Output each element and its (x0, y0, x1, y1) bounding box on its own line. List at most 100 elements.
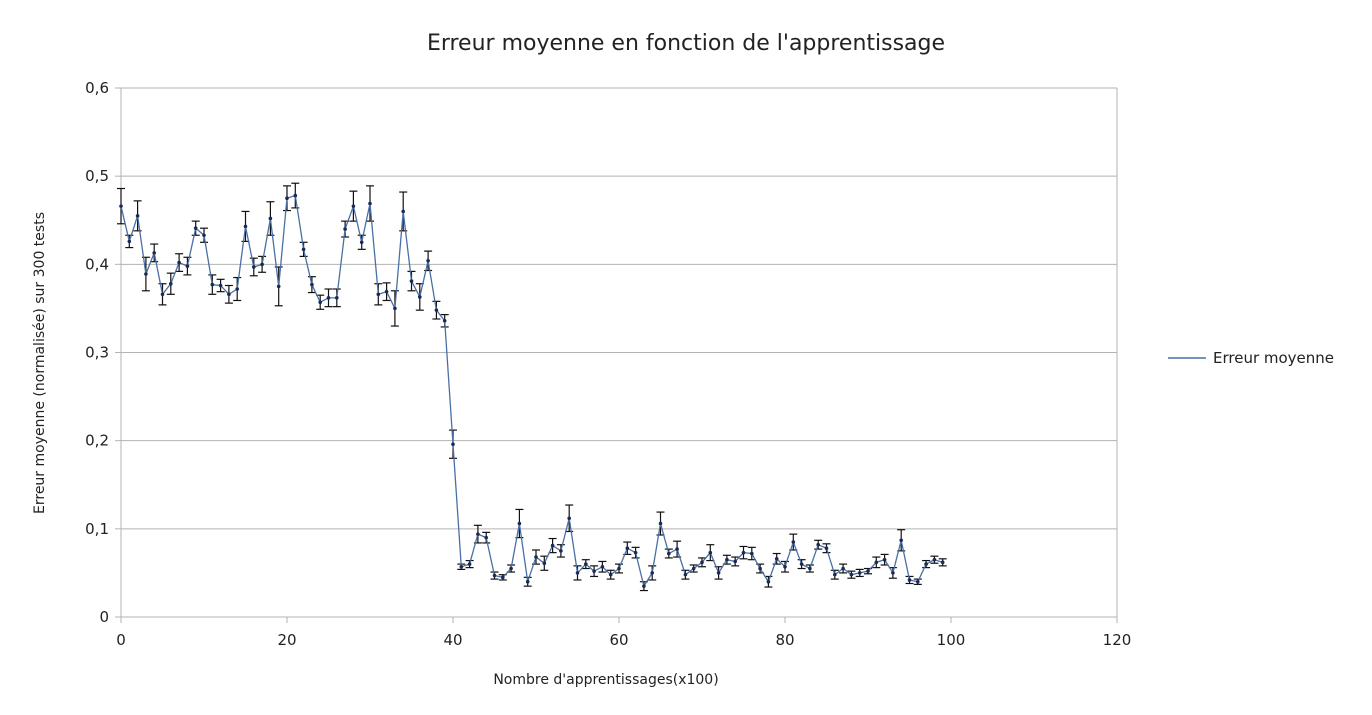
data-point (866, 569, 870, 573)
series-line-erreur-moyenne (120, 194, 943, 588)
y-tick-label: 0,3 (85, 344, 109, 362)
data-point (525, 579, 530, 584)
data-point (252, 265, 256, 269)
y-tick-label: 0 (99, 608, 109, 626)
data-point (193, 226, 198, 230)
data-point (119, 204, 123, 208)
data-point (260, 262, 264, 267)
data-point (824, 546, 829, 551)
data-point (343, 227, 347, 231)
data-point (691, 566, 696, 571)
data-point (351, 204, 356, 208)
data-point (575, 571, 580, 575)
x-tick-label: 60 (609, 631, 628, 649)
data-point (144, 272, 148, 276)
data-point (849, 572, 854, 577)
data-point (600, 564, 605, 569)
data-point (210, 282, 215, 287)
y-tick-labels: 0 0,1 0,2 0,3 0,4 0,5 0,6 (85, 79, 109, 626)
data-point (899, 538, 903, 543)
data-point (625, 546, 630, 551)
data-point (409, 279, 414, 283)
data-point (567, 516, 571, 521)
chart-title: Erreur moyenne en fonction de l'apprenti… (427, 31, 945, 56)
data-point (359, 240, 364, 245)
data-point (667, 551, 671, 556)
data-point (268, 216, 273, 221)
data-point (725, 557, 729, 562)
data-point (177, 260, 181, 265)
data-point (833, 572, 837, 577)
data-point (401, 209, 406, 214)
data-point (766, 579, 771, 584)
axes (115, 87, 1118, 623)
data-point (675, 547, 679, 551)
data-point (517, 521, 522, 526)
data-point (559, 549, 563, 553)
data-point (940, 560, 945, 565)
data-point (202, 233, 206, 238)
x-tick-label: 80 (775, 631, 794, 649)
data-point (642, 584, 646, 588)
legend: Erreur moyenne (1168, 349, 1334, 367)
data-point (135, 214, 140, 218)
y-tick-label: 0,5 (85, 167, 109, 185)
x-tick-label: 0 (116, 631, 126, 649)
data-point (758, 566, 762, 571)
data-point (916, 579, 920, 584)
data-point (426, 259, 430, 263)
data-point (393, 306, 397, 311)
data-point (169, 281, 173, 286)
data-point (310, 282, 314, 287)
data-point (243, 224, 248, 229)
data-points (119, 193, 945, 588)
data-point (384, 289, 389, 294)
data-point (376, 292, 381, 297)
data-point (484, 535, 489, 540)
data-point (799, 562, 804, 566)
data-point (467, 562, 472, 566)
data-point (476, 532, 480, 536)
x-tick-label: 100 (937, 631, 966, 649)
data-point (293, 193, 298, 198)
data-point (326, 296, 331, 300)
x-axis-label: Nombre d'apprentissages(x100) (493, 672, 718, 688)
data-point (716, 571, 721, 575)
data-point (708, 550, 713, 555)
data-point (509, 566, 513, 571)
data-point (534, 555, 538, 559)
data-point (418, 295, 422, 299)
data-point (633, 550, 638, 555)
data-point (127, 239, 132, 244)
data-point (774, 557, 779, 561)
data-point (857, 571, 862, 575)
data-point (650, 571, 654, 575)
x-tick-labels: 0 20 40 60 80 100 120 (116, 631, 1131, 649)
y-tick-label: 0,1 (85, 520, 109, 538)
data-point (608, 572, 613, 577)
data-point (335, 296, 339, 300)
y-tick-label: 0,4 (85, 255, 109, 273)
data-point (185, 264, 190, 268)
y-axis-label: Erreur moyenne (normalisée) sur 300 test… (32, 212, 48, 514)
data-point (617, 566, 621, 571)
data-point (584, 562, 588, 566)
data-point (592, 569, 596, 573)
data-point (907, 578, 912, 582)
data-point (160, 292, 165, 297)
data-point (783, 564, 787, 569)
data-point (658, 521, 663, 526)
legend-label: Erreur moyenne (1213, 349, 1334, 367)
data-point (733, 559, 737, 564)
data-point (550, 543, 555, 548)
data-point (700, 560, 704, 565)
data-point (924, 562, 928, 566)
data-point (542, 561, 547, 566)
data-point (683, 572, 688, 577)
data-point (152, 251, 156, 255)
data-point (492, 573, 497, 578)
data-point (227, 292, 231, 297)
data-point (501, 575, 505, 580)
data-point (451, 442, 455, 446)
